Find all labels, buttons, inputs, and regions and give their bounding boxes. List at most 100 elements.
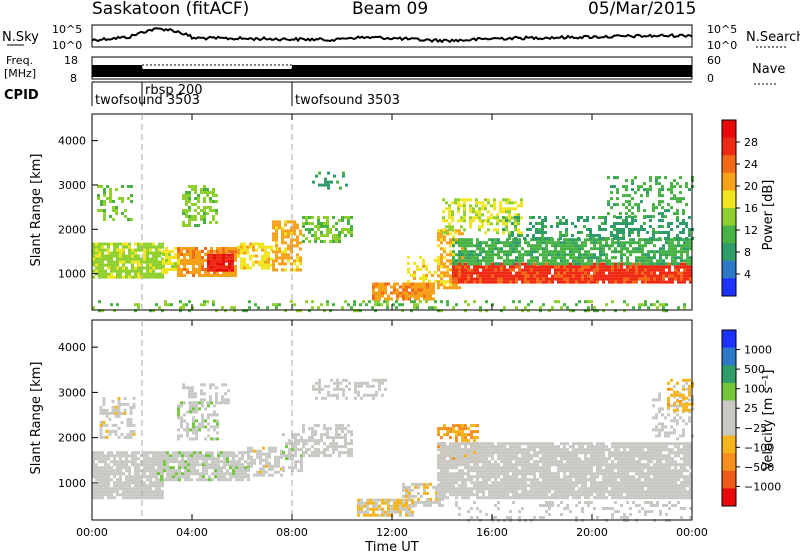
heatmap-cell [207,266,210,269]
heatmap-cell [664,237,667,240]
heatmap-cell [683,281,686,284]
heatmap-cell [482,445,485,448]
heatmap-cell [162,265,165,268]
heatmap-cell [494,481,497,484]
heatmap-cell [217,469,220,472]
heatmap-cell [182,209,185,212]
heatmap-cell [641,266,644,269]
heatmap-cell [185,209,188,212]
heatmap-cell [297,460,300,463]
heatmap-cell [321,397,324,400]
heatmap-cell [408,292,411,295]
heatmap-cell [482,490,485,493]
heatmap-cell [243,261,246,264]
heatmap-cell [314,225,317,228]
heatmap-cell [529,222,532,225]
heatmap-cell [641,275,644,278]
heatmap-cell [345,379,348,382]
heatmap-cell [626,250,629,253]
heatmap-cell [652,215,655,218]
heatmap-cell [160,460,163,463]
heatmap-cell [524,263,527,266]
heatmap-cell [177,271,180,274]
heatmap-cell [205,469,208,472]
heatmap-cell [160,469,163,472]
heatmap-cell [293,226,296,229]
heatmap-cell [587,275,590,278]
heatmap-cell [536,275,539,278]
heatmap-cell [542,442,545,445]
heatmap-cell [131,481,134,484]
heatmap-cell [536,256,539,259]
heatmap-cell [491,259,494,262]
heatmap-cell [508,216,511,219]
heatmap-cell [467,478,470,481]
heatmap-cell [247,457,250,460]
heatmap-cell [344,439,347,442]
heatmap-cell [476,490,479,493]
heatmap-cell [103,397,106,400]
heatmap-cell [635,275,638,278]
heatmap-cell [505,219,508,222]
heatmap-cell [180,434,183,437]
heatmap-cell [262,468,265,471]
heatmap-cell [575,281,578,284]
heatmap-cell [172,457,175,460]
heatmap-cell [402,486,405,489]
heatmap-cell [318,391,321,394]
heatmap-cell [177,410,180,413]
heatmap-cell [577,216,580,219]
heatmap-cell [203,200,206,203]
heatmap-cell [473,439,476,442]
heatmap-cell [443,457,446,460]
heatmap-cell [634,191,637,194]
heatmap-cell [152,472,155,475]
heatmap-cell [506,259,509,262]
heatmap-cell [219,260,222,263]
heatmap-cell [311,433,314,436]
noise-right-tick-bottom: 10^0 [707,39,737,52]
heatmap-cell [437,427,440,430]
heatmap-cell [101,460,104,463]
heatmap-cell [458,457,461,460]
heatmap-cell [488,278,491,281]
heatmap-cell [125,276,128,279]
heatmap-cell [506,272,509,275]
heatmap-cell [308,216,311,219]
heatmap-cell [455,490,458,493]
heatmap-cell [488,238,491,241]
heatmap-cell [551,445,554,448]
heatmap-cell [268,456,271,459]
heatmap-cell [119,466,122,469]
heatmap-cell [326,427,329,430]
heatmap-cell [505,225,508,228]
heatmap-cell [494,469,497,472]
heatmap-cell [231,260,234,263]
heatmap-cell [455,433,458,436]
heatmap-cell [408,286,411,289]
heatmap-cell [533,269,536,272]
heatmap-cell [107,267,110,270]
heatmap-cell [187,472,190,475]
heatmap-cell [595,234,598,237]
heatmap-cell [339,388,342,391]
heatmap-cell [131,249,134,252]
heatmap-cell [137,472,140,475]
heatmap-cell [205,451,208,454]
heatmap-cell [416,268,419,271]
heatmap-cell [619,212,622,215]
heatmap-cell [191,185,194,188]
nave-label: Nave [752,62,785,77]
heatmap-cell [496,231,499,234]
heatmap-cell [512,262,515,265]
heatmap-cell [527,244,530,247]
heatmap-cell [305,219,308,222]
heatmap-cell [572,269,575,272]
heatmap-cell [259,450,262,453]
heatmap-cell [431,274,434,277]
heatmap-cell [455,442,458,445]
heatmap-cell [598,216,601,219]
heatmap-cell [455,275,458,278]
heatmap-cell [182,212,185,215]
